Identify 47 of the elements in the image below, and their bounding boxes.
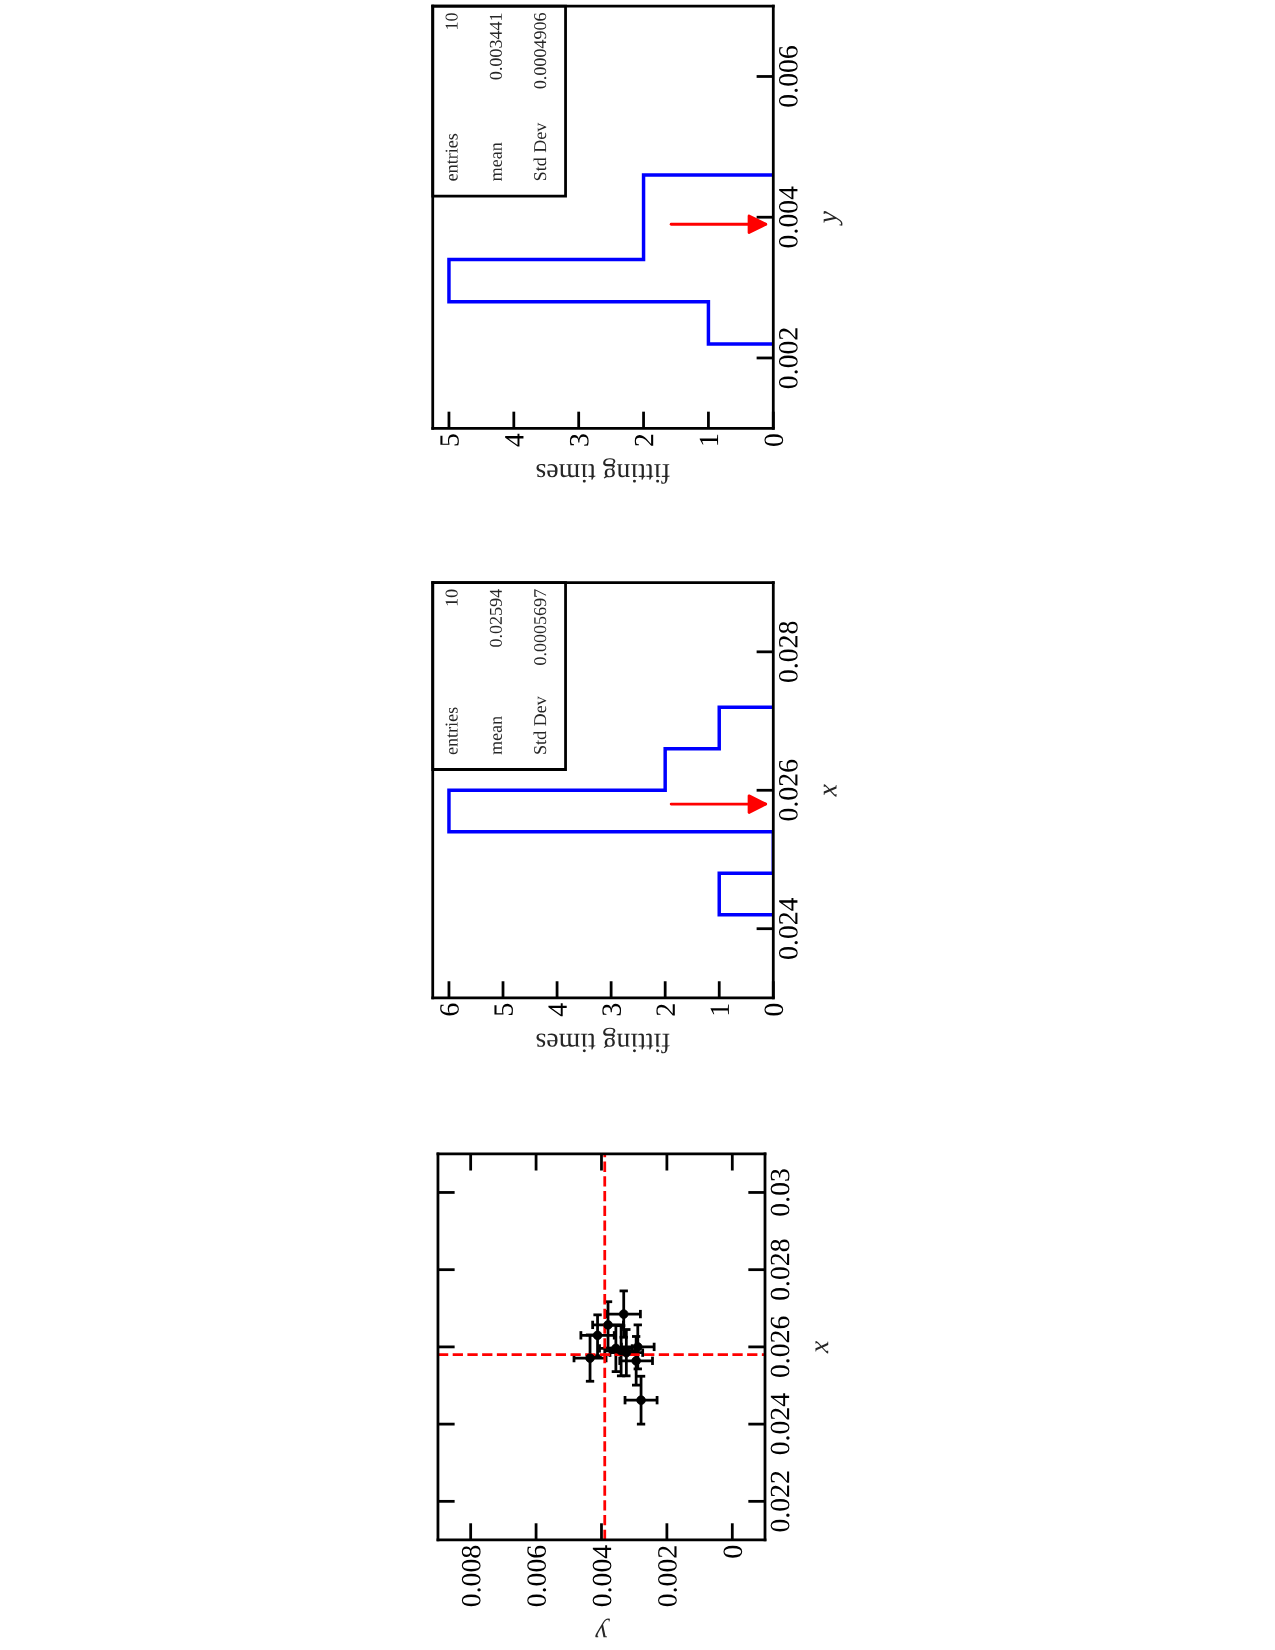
- annotation: mean: [493, 142, 502, 181]
- y-axis-title: x: [823, 784, 837, 797]
- y-tick-label: 0.03: [770, 1169, 790, 1216]
- x-tick-label: 3: [569, 434, 589, 446]
- x-axis-title: fitting times: [536, 458, 670, 484]
- annotation: entries: [445, 707, 458, 755]
- annotation: 0.003441: [489, 13, 503, 80]
- x-tick-label: 4: [505, 433, 524, 447]
- y-tick-label: 0.028: [778, 621, 798, 683]
- y-tick-label: 0.024: [770, 1393, 790, 1455]
- y-tick-label: 0.026: [770, 1316, 790, 1378]
- annotation: mean: [493, 716, 502, 755]
- x-tick-label: 2: [634, 434, 654, 446]
- annotation: 10: [445, 13, 458, 29]
- x-tick-label: 1: [699, 434, 719, 445]
- y-tick-label: 0.024: [778, 897, 798, 959]
- x-axis-title: y: [595, 1618, 610, 1638]
- x-tick-label: 0.002: [658, 1546, 677, 1607]
- y-axis-title: y: [823, 211, 843, 226]
- x-tick-label: 0.006: [527, 1545, 547, 1607]
- y-tick-label: 0.006: [778, 46, 798, 107]
- annotation: Std Dev: [533, 696, 547, 754]
- y-tick-label: 0.002: [778, 328, 798, 389]
- x-tick-label: 2: [656, 1004, 675, 1016]
- x-tick-label: 0: [764, 1003, 784, 1016]
- x-tick-label: 0.004: [592, 1545, 612, 1607]
- x-tick-label: 4: [548, 1003, 567, 1017]
- x-tick-label: 6: [440, 1003, 459, 1016]
- x-tick-label: 3: [602, 1003, 622, 1016]
- x-tick-label: 0.008: [461, 1545, 481, 1607]
- annotation: 0.0004906: [534, 12, 547, 89]
- x-tick-label: 0: [764, 434, 784, 447]
- annotation: 10: [445, 589, 458, 606]
- x-tick-label: 5: [440, 434, 459, 446]
- annotation: 0.0005697: [534, 589, 547, 665]
- x-tick-label: 0: [723, 1545, 743, 1558]
- y-tick-label: 0.004: [778, 186, 798, 248]
- annotation: Std Dev: [533, 122, 547, 181]
- y-tick-label: 0.028: [770, 1239, 790, 1300]
- x-axis-title: fitting times: [536, 1027, 670, 1054]
- y-tick-label: 0.026: [778, 759, 798, 821]
- y-axis-title: x: [815, 1340, 829, 1354]
- x-tick-label: 1: [710, 1004, 729, 1015]
- y-tick-label: 0.022: [770, 1471, 790, 1532]
- annotation: 0.02594: [489, 589, 503, 647]
- x-tick-label: 5: [494, 1003, 513, 1016]
- annotation: entries: [445, 133, 458, 181]
